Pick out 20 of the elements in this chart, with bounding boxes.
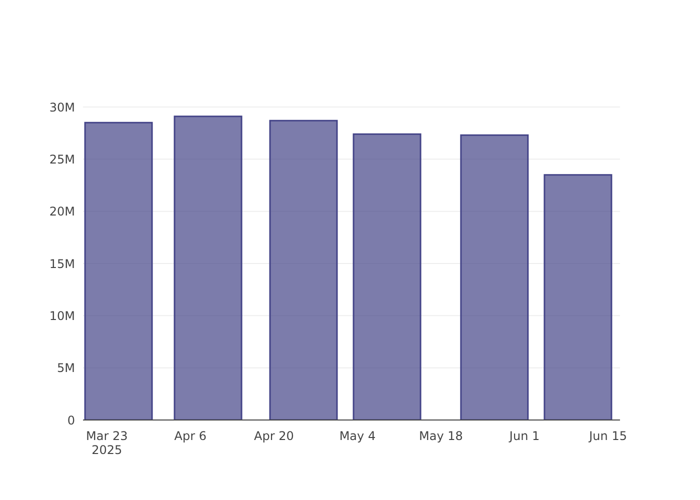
bar: [84, 122, 153, 420]
x-tick-label: Jun 1: [508, 429, 540, 443]
y-tick-label: 15M: [49, 256, 75, 271]
bar: [174, 116, 242, 420]
x-tick-label: May 4: [339, 429, 376, 443]
y-tick-label: 20M: [49, 204, 75, 219]
y-tick-label: 0: [67, 413, 75, 428]
x-tick-label: Jun 15: [588, 429, 627, 443]
bar: [269, 120, 338, 420]
x-tick-label: Mar 23 2025: [86, 429, 128, 457]
y-tick-label: 10M: [49, 308, 75, 323]
x-tick-label: Apr 6: [174, 429, 207, 443]
bar: [544, 174, 612, 420]
x-tick-label: May 18: [419, 429, 463, 443]
bar: [352, 133, 422, 420]
y-tick-label: 25M: [49, 152, 75, 166]
y-tick-label: 5M: [57, 361, 75, 376]
bar: [460, 134, 529, 420]
x-tick-label: Apr 20: [254, 429, 294, 443]
y-tick-label: 30M: [49, 100, 75, 114]
